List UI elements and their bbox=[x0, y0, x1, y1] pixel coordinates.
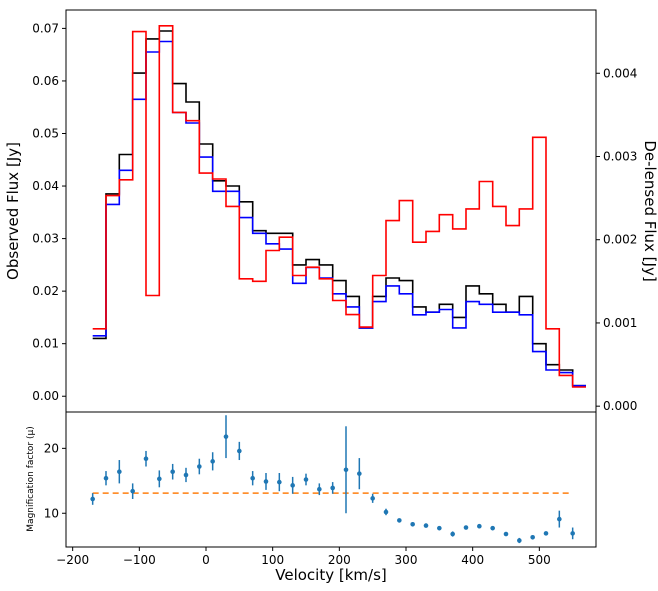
data-point bbox=[277, 479, 282, 485]
data-point bbox=[530, 534, 535, 540]
y-left-tick-label: 0.07 bbox=[32, 21, 59, 35]
y-left-tick-label: 0.03 bbox=[32, 232, 59, 246]
data-point bbox=[503, 531, 509, 537]
data-point bbox=[210, 459, 215, 464]
data-point bbox=[330, 485, 335, 491]
x-tick-label: 500 bbox=[528, 553, 551, 567]
data-point bbox=[557, 516, 562, 522]
data-point bbox=[90, 496, 95, 502]
data-point bbox=[170, 469, 175, 475]
data-point bbox=[303, 477, 309, 482]
data-point bbox=[117, 469, 122, 475]
data-point bbox=[570, 531, 575, 536]
y-left-tick-label: 0.00 bbox=[32, 389, 59, 403]
bottom-panel-frame bbox=[65, 411, 597, 548]
bottom-series-group bbox=[90, 415, 575, 544]
y-right-tick-label: 0.004 bbox=[603, 66, 637, 80]
data-point bbox=[463, 525, 469, 530]
y-left-axis-label: Observed Flux [Jy] bbox=[4, 142, 22, 280]
data-point bbox=[370, 496, 375, 501]
x-tick-label: 300 bbox=[395, 553, 418, 567]
x-tick-label: 100 bbox=[261, 553, 284, 567]
data-point bbox=[143, 456, 149, 462]
top-series-group bbox=[92, 25, 586, 388]
data-point bbox=[423, 523, 429, 528]
bottom-y-axis-label: Magnification factor (μ) bbox=[26, 426, 36, 531]
data-point bbox=[263, 479, 269, 484]
x-tick-label: 400 bbox=[461, 553, 484, 567]
y-left-tick-label: 0.04 bbox=[32, 179, 59, 193]
x-tick-label: −100 bbox=[123, 553, 156, 567]
data-point bbox=[103, 475, 109, 481]
data-point bbox=[383, 509, 389, 515]
x-axis-label: Velocity [km/s] bbox=[275, 566, 386, 584]
x-tick-label: 200 bbox=[328, 553, 351, 567]
y-left-tick-label: 0.02 bbox=[32, 284, 59, 298]
data-point bbox=[357, 471, 362, 476]
x-tick-label: −200 bbox=[56, 553, 89, 567]
data-point bbox=[157, 476, 162, 482]
y-right-tick-label: 0.002 bbox=[603, 233, 637, 247]
bottom-y-tick-label: 10 bbox=[44, 506, 59, 520]
series-line-2 bbox=[92, 25, 586, 388]
data-point bbox=[317, 486, 322, 492]
data-point bbox=[197, 464, 202, 469]
data-point bbox=[410, 521, 415, 527]
data-point bbox=[183, 472, 189, 478]
data-point bbox=[450, 531, 455, 537]
y-left-tick-label: 0.06 bbox=[32, 74, 59, 88]
bottom-y-tick-label: 20 bbox=[44, 441, 59, 455]
y-left-tick-label: 0.05 bbox=[32, 126, 59, 140]
data-point bbox=[437, 525, 442, 531]
data-point bbox=[343, 467, 349, 473]
data-point bbox=[517, 538, 522, 543]
data-point bbox=[290, 483, 295, 488]
y-right-tick-label: 0.003 bbox=[603, 149, 637, 163]
x-tick-label: 0 bbox=[202, 553, 210, 567]
data-point bbox=[397, 518, 402, 523]
y-right-axis-label: De-lensed Flux [Jy] bbox=[641, 140, 658, 281]
data-point bbox=[543, 531, 549, 536]
data-point bbox=[130, 488, 135, 494]
data-point bbox=[223, 434, 229, 439]
series-line-0 bbox=[92, 30, 586, 387]
y-right-tick-label: 0.000 bbox=[603, 399, 637, 413]
y-left-tick-label: 0.01 bbox=[32, 337, 59, 351]
data-point bbox=[237, 448, 242, 454]
y-right-tick-label: 0.001 bbox=[603, 316, 637, 330]
data-point bbox=[250, 475, 255, 481]
data-point bbox=[477, 523, 482, 529]
series-line-1 bbox=[92, 40, 586, 387]
ticks-group: −200 −100 0 100 200 300 400 500 0.00 0.01 0.02 0.03… bbox=[32, 21, 637, 567]
data-point bbox=[490, 525, 495, 531]
